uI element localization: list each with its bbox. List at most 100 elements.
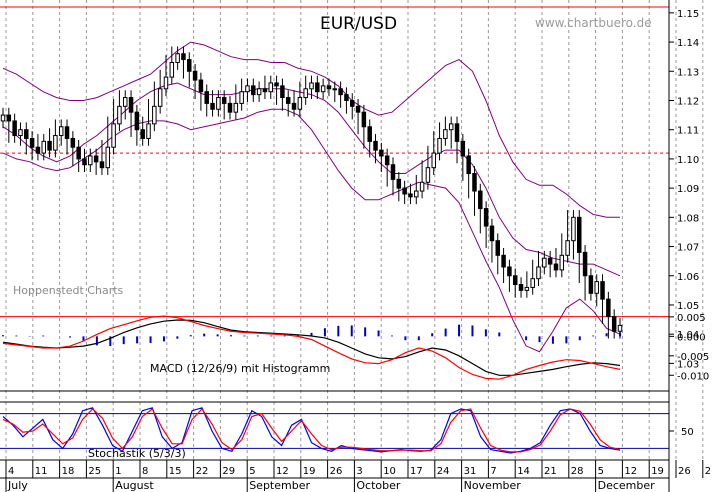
- candle: [256, 81, 262, 102]
- macd-macd-line: [2, 319, 621, 376]
- candle: [291, 90, 297, 117]
- candle-body: [198, 79, 204, 93]
- candle-body: [93, 155, 99, 163]
- candle-body: [256, 88, 262, 96]
- candle-body: [332, 88, 338, 91]
- month-label: December: [598, 479, 656, 492]
- candle-body: [117, 105, 122, 125]
- candle-body: [437, 137, 442, 154]
- candle-body: [315, 82, 320, 93]
- candle-body: [396, 178, 402, 189]
- candle-body: [274, 82, 279, 87]
- candle: [349, 93, 355, 120]
- stochastic-panel: [0, 407, 669, 454]
- candle: [53, 119, 58, 158]
- day-tick-label: 17: [410, 466, 423, 477]
- day-tick-label: 26: [678, 466, 691, 477]
- candle-body: [41, 140, 46, 154]
- candle: [373, 134, 378, 164]
- candle: [547, 250, 553, 278]
- watermark: Hoppenstedt Charts: [13, 284, 124, 297]
- day-tick-label: 22: [196, 466, 209, 477]
- bollinger-upper: [2, 41, 620, 218]
- day-tick-label: 1: [115, 466, 121, 477]
- candle-body: [478, 190, 483, 210]
- candle-body: [373, 140, 378, 151]
- candle-body: [483, 208, 489, 227]
- candle: [338, 81, 343, 108]
- price-tick-label: 1.13: [677, 67, 699, 78]
- price-tick-label: 1.12: [677, 96, 699, 107]
- candle: [489, 218, 495, 263]
- day-tick-label: 14: [517, 466, 530, 477]
- candle-body: [338, 88, 343, 96]
- candle-body: [466, 155, 471, 175]
- candle-body: [233, 102, 239, 113]
- right-axis-labels: 1.03 1.04 1.05 1.06 1.07 1.08 1.09 1.10 1.11 1.12…: [669, 9, 709, 438]
- day-tick-label: 12: [276, 466, 289, 477]
- candle-body: [530, 278, 535, 288]
- day-tick-label: 29: [222, 466, 235, 477]
- day-tick-label: 5: [249, 466, 255, 477]
- month-label: August: [115, 479, 154, 492]
- day-tick-label: 26: [330, 466, 343, 477]
- candle: [274, 75, 279, 105]
- candle: [495, 233, 501, 275]
- day-tick-label: 15: [169, 466, 182, 477]
- candle-body: [524, 286, 530, 291]
- candle-body: [6, 114, 12, 122]
- candle-body: [606, 298, 611, 318]
- day-tick-label: 11: [35, 466, 48, 477]
- candle-body: [169, 62, 175, 78]
- candle: [251, 78, 256, 102]
- candle: [478, 183, 483, 234]
- candle: [524, 271, 530, 298]
- candle-body: [175, 53, 180, 64]
- candle-body: [187, 59, 192, 72]
- candle-body: [402, 187, 407, 195]
- candle: [518, 277, 524, 298]
- candle: [18, 122, 23, 146]
- macd-tick-label: -0.005: [677, 352, 709, 363]
- website-label[interactable]: www.chartbuero.de: [535, 16, 652, 30]
- candle: [163, 55, 169, 97]
- macd-label: MACD (12/26/9) mit Histogramm: [150, 362, 330, 375]
- candle: [402, 180, 407, 205]
- vertical-gridlines: [5, 0, 704, 460]
- candle: [355, 99, 361, 135]
- candle: [198, 72, 204, 111]
- candle-body: [29, 137, 35, 148]
- candle: [47, 128, 52, 158]
- candle-body: [111, 123, 116, 148]
- candle: [536, 250, 541, 286]
- candle-body: [536, 266, 541, 280]
- candle: [35, 134, 41, 161]
- candle: [169, 46, 175, 85]
- candle: [367, 119, 372, 158]
- candle-body: [35, 146, 41, 154]
- candle: [326, 78, 332, 97]
- candle: [309, 75, 314, 100]
- candle: [577, 210, 582, 284]
- day-tick-label: 24: [437, 466, 450, 477]
- candle-body: [192, 70, 198, 81]
- candle-body: [210, 102, 215, 110]
- candle: [111, 99, 116, 155]
- bollinger-lower: [2, 108, 621, 353]
- candle-body: [547, 257, 553, 265]
- candle-body: [181, 53, 186, 61]
- candle-body: [128, 97, 134, 113]
- candle: [192, 63, 198, 100]
- candle: [320, 78, 326, 100]
- candles: [0, 46, 623, 339]
- candle-body: [227, 102, 233, 113]
- candle: [512, 268, 518, 298]
- candle-body: [12, 120, 17, 137]
- candle: [390, 157, 396, 196]
- candle-body: [245, 85, 250, 93]
- candle: [606, 291, 611, 339]
- price-tick-label: 1.09: [677, 184, 699, 195]
- candle-body: [617, 324, 623, 332]
- candle-body: [518, 284, 524, 291]
